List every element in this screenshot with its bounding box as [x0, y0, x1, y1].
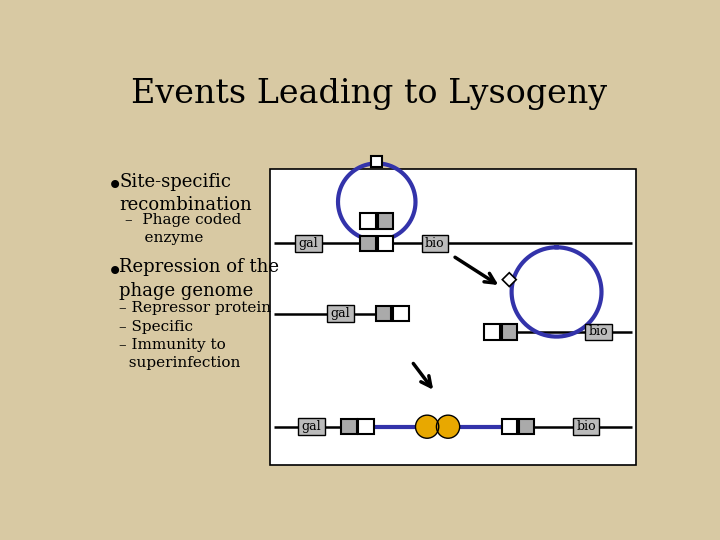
Text: gal: gal — [330, 307, 350, 320]
Bar — [502, 325, 517, 340]
Bar — [422, 235, 448, 252]
Bar — [361, 236, 376, 251]
Bar — [377, 236, 393, 251]
Bar — [377, 213, 393, 229]
Text: gal: gal — [299, 237, 318, 250]
Text: Repression of the
phage genome: Repression of the phage genome — [120, 258, 279, 300]
Bar — [358, 419, 374, 434]
Circle shape — [436, 415, 459, 438]
Bar — [341, 419, 356, 434]
Bar — [372, 157, 382, 167]
Bar — [270, 168, 636, 465]
Text: – Repressor protein
– Specific
– Immunity to
  superinfection: – Repressor protein – Specific – Immunit… — [120, 301, 271, 370]
Bar — [502, 419, 517, 434]
Bar — [295, 235, 322, 252]
Text: bio: bio — [588, 326, 608, 339]
Text: –  Phage coded
    enzyme: – Phage coded enzyme — [125, 213, 241, 245]
Text: bio: bio — [425, 237, 445, 250]
Text: Events Leading to Lysogeny: Events Leading to Lysogeny — [131, 78, 607, 110]
Bar — [585, 323, 611, 340]
Bar — [485, 325, 500, 340]
Text: gal: gal — [302, 420, 321, 433]
Bar — [299, 418, 325, 435]
Bar — [327, 305, 354, 322]
Circle shape — [415, 415, 438, 438]
Polygon shape — [503, 273, 516, 287]
Bar — [361, 213, 376, 229]
Text: •: • — [107, 174, 123, 201]
Bar — [376, 306, 392, 321]
Text: bio: bio — [576, 420, 596, 433]
Text: •: • — [107, 260, 123, 287]
Bar — [518, 419, 534, 434]
Text: Site-specific
recombination: Site-specific recombination — [120, 173, 252, 214]
Bar — [393, 306, 408, 321]
Bar — [573, 418, 599, 435]
